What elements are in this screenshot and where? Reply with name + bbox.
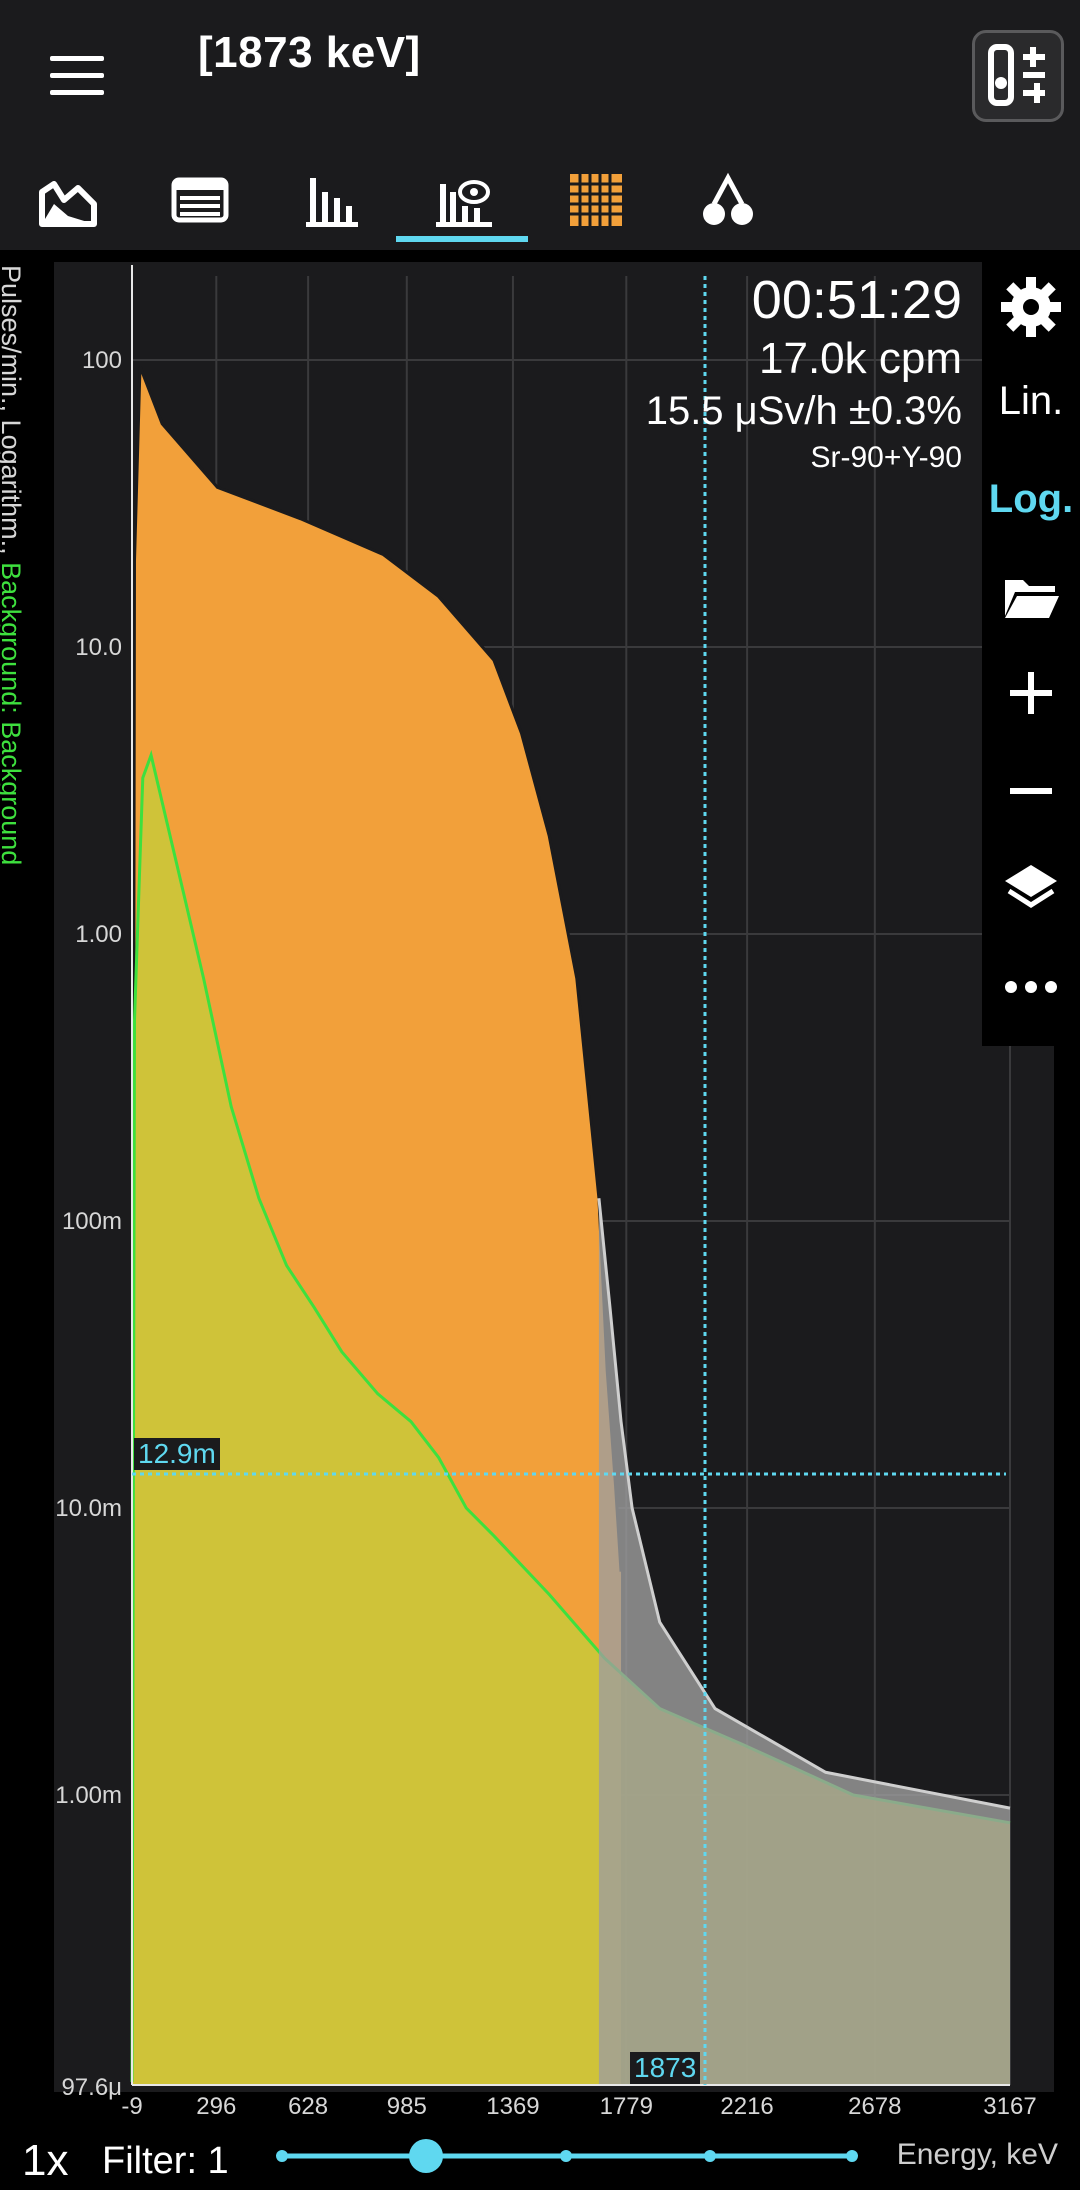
settings-sliders-icon[interactable] <box>972 30 1064 122</box>
isotope-label: Sr-90+Y-90 <box>810 441 963 474</box>
log-scale-button[interactable]: Log. <box>988 476 1074 521</box>
zoom-level[interactable]: 1x <box>22 2136 69 2185</box>
chart-ticks: 100 10.0 1.00 100m 10.0m 1.00m 97.6μ-9 296 628 98… <box>55 347 1036 2120</box>
background-area <box>132 755 1010 2085</box>
histogram-bars-icon <box>306 178 358 227</box>
tab-spectrum-area[interactable] <box>0 150 132 250</box>
y-tick-label: 10.0 <box>75 634 122 661</box>
side-toolbar: Lin. Log. <box>982 262 1080 1046</box>
y-tick-label: 97.6μ <box>61 2074 122 2101</box>
energy-marker-label: 1873 <box>630 2052 701 2084</box>
bottom-bar: 1x Filter: 1 Energy, keV <box>0 2122 1080 2190</box>
chart-series <box>130 365 1011 2085</box>
gear-icon[interactable] <box>982 262 1080 352</box>
more-options-icon[interactable] <box>982 942 1080 1032</box>
count-marker-label: 12.9m <box>134 1438 220 1470</box>
y-axis-label-main: Pulses/min., Logarithm., <box>0 265 26 555</box>
measurement-readout: 00:51:29 17.0k cpm 15.5 μSv/h ±0.3% Sr-9… <box>646 270 962 480</box>
page-title: [1873 keV] <box>198 28 421 77</box>
tail-area <box>598 1198 1010 2085</box>
isotope-tree-icon <box>703 172 753 225</box>
y-tick-label: 100 <box>82 347 122 374</box>
filter-label: Filter: 1 <box>102 2140 229 2182</box>
tab-grid-map[interactable] <box>528 150 660 250</box>
tab-spectrum-view[interactable] <box>396 150 528 250</box>
tab-histogram[interactable] <box>264 150 396 250</box>
top-app-bar: [1873 keV] <box>0 0 1080 150</box>
x-tick-label: 2216 <box>720 2093 773 2120</box>
filter-slider[interactable] <box>270 2136 870 2176</box>
y-tick-label: 1.00m <box>55 1782 122 1809</box>
grid-map-icon <box>570 174 622 226</box>
x-tick-label: 628 <box>288 2093 328 2120</box>
tab-isotope-tree[interactable] <box>660 150 792 250</box>
layers-icon[interactable] <box>982 844 1080 934</box>
count-rate: 17.0k cpm <box>759 334 962 383</box>
slider-thumb <box>409 2139 443 2173</box>
spectrum-area-icon <box>39 181 97 227</box>
y-tick-label: 100m <box>62 1208 122 1235</box>
spectrum-view-icon <box>436 180 492 227</box>
linear-scale-button[interactable]: Lin. <box>998 378 1064 423</box>
x-tick-label: 2678 <box>848 2093 901 2120</box>
y-axis-label-background: Background: Background <box>0 562 26 866</box>
y-tick-label: 1.00 <box>75 921 122 948</box>
dose-rate: 15.5 μSv/h ±0.3% <box>645 389 962 433</box>
tab-selected-indicator <box>396 236 528 242</box>
elapsed-timer: 00:51:29 <box>751 270 962 330</box>
menu-icon[interactable] <box>50 56 104 96</box>
zoom-in-icon[interactable] <box>982 648 1080 738</box>
tab-bar <box>0 150 1080 250</box>
y-tick-label: 10.0m <box>55 1495 122 1522</box>
x-axis-unit: Energy, keV <box>896 2138 1058 2171</box>
x-tick-label: -9 <box>121 2093 142 2120</box>
x-tick-label: 296 <box>196 2093 236 2120</box>
x-tick-label: 1369 <box>486 2093 539 2120</box>
x-tick-label: 985 <box>387 2093 427 2120</box>
folder-icon[interactable] <box>982 552 1080 642</box>
y-axis-label: Pulses/min., Logarithm., Background: Bac… <box>0 265 26 865</box>
x-tick-label: 3167 <box>983 2093 1036 2120</box>
tab-table[interactable] <box>132 150 264 250</box>
table-list-icon <box>171 177 229 223</box>
tail-area-line <box>597 1198 1011 1810</box>
zoom-out-icon[interactable] <box>982 746 1080 836</box>
x-tick-label: 1779 <box>600 2093 653 2120</box>
